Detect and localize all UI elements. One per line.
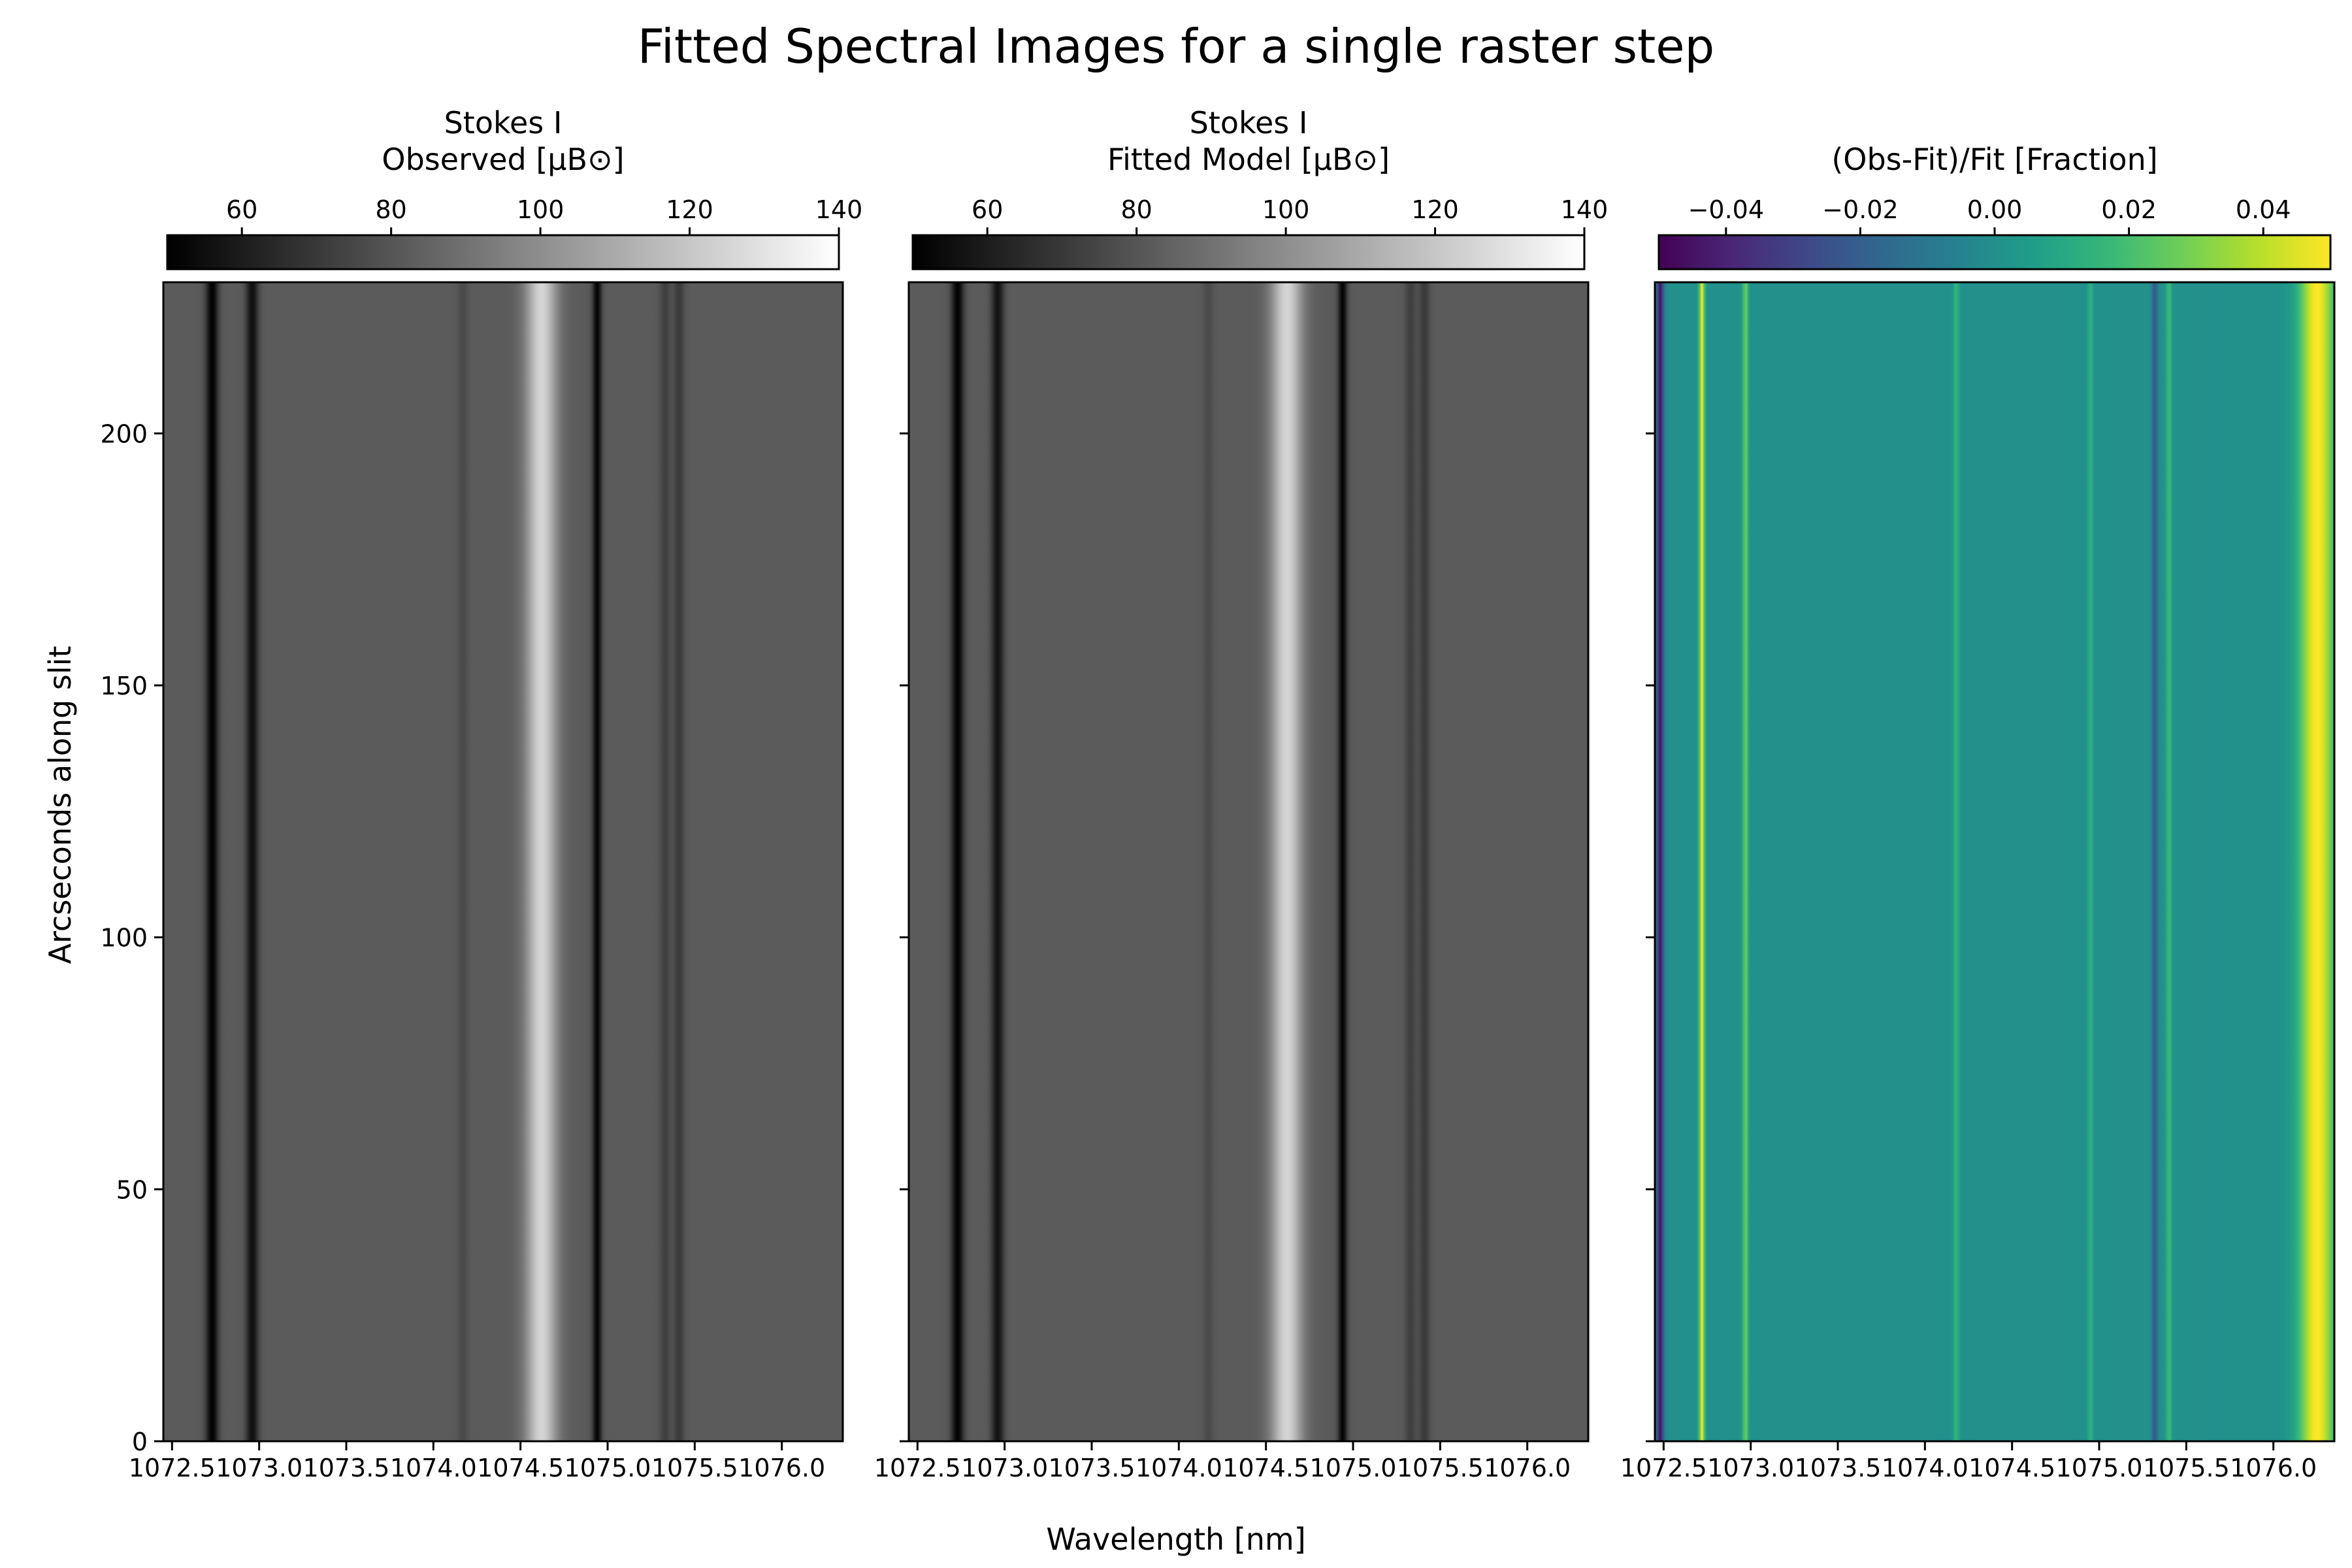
y-tick-label: 200 (100, 419, 148, 448)
axes-frame (907, 281, 1590, 1443)
heatmap-image (163, 282, 843, 1441)
x-tick-label: 1073.5 (303, 1454, 390, 1482)
panel-2: 1072.5 1073.0 1073.5 1074.0 1074.5 1075.0 1075… (874, 105, 1608, 1482)
colorbar-label: Stokes I (1190, 105, 1308, 140)
x-tick-label: 1073.0 (961, 1454, 1048, 1482)
x-tick-label: 1074.5 (1968, 1454, 2055, 1482)
heatmap-image (1655, 282, 2334, 1441)
panel-1: 1072.5 1073.0 1073.5 1074.0 1074.5 1075.0 1075… (100, 105, 862, 1482)
x-tick-label: 1075.0 (564, 1454, 651, 1482)
x-tick-label: 1072.5 (1620, 1454, 1707, 1482)
panel-3: 1072.5 1073.0 1073.5 1074.0 1074.5 1075.0 1075… (1620, 142, 2336, 1482)
colorbar-tick-label: 0.00 (1967, 195, 2023, 224)
colorbar (1658, 234, 2332, 270)
panels: 1072.5 1073.0 1073.5 1074.0 1074.5 1075.0 1075… (100, 105, 2336, 1482)
x-tick-label: 1072.5 (129, 1454, 216, 1482)
x-tick-label: 1075.5 (2143, 1454, 2230, 1482)
x-tick-label: 1074.0 (1882, 1454, 1968, 1482)
x-tick-label: 1076.0 (2230, 1454, 2317, 1482)
colorbar-tick-label: 0.02 (2101, 195, 2157, 224)
x-tick-label: 1075.5 (651, 1454, 738, 1482)
axes-frame (1654, 281, 2336, 1443)
heatmap-image (909, 282, 1588, 1441)
axes-frame (162, 281, 844, 1443)
figure-title: Fitted Spectral Images for a single rast… (638, 19, 1714, 74)
x-tick-label: 1074.0 (1135, 1454, 1222, 1482)
colorbar-tick-label: 140 (815, 195, 863, 224)
y-tick-label: 150 (100, 672, 148, 700)
colorbar-tick-label: 140 (1561, 195, 1609, 224)
colorbar-tick-label: 80 (1120, 195, 1152, 224)
colorbar-tick-label: 0.04 (2236, 195, 2291, 224)
x-tick-label: 1073.5 (1795, 1454, 1882, 1482)
x-tick-label: 1072.5 (874, 1454, 961, 1482)
colorbar-tick-label: 80 (375, 195, 406, 224)
colorbar-label: Stokes I (444, 105, 563, 140)
x-tick-label: 1073.5 (1049, 1454, 1135, 1482)
x-tick-label: 1074.5 (1222, 1454, 1309, 1482)
colorbar-tick-label: −0.04 (1688, 195, 1764, 224)
colorbar-tick-label: −0.02 (1822, 195, 1898, 224)
y-tick-label: 50 (116, 1175, 148, 1204)
x-tick-label: 1073.0 (216, 1454, 302, 1482)
x-tick-label: 1076.0 (1484, 1454, 1571, 1482)
x-tick-label: 1074.0 (390, 1454, 477, 1482)
y-axis-label: Arcseconds along slit (42, 646, 78, 964)
x-tick-label: 1073.0 (1707, 1454, 1794, 1482)
y-tick-label: 100 (100, 924, 148, 953)
colorbar (911, 234, 1586, 270)
colorbar-tick-label: 100 (1262, 195, 1310, 224)
colorbar-label: (Obs-Fit)/Fit [Fraction] (1831, 142, 2157, 177)
x-tick-label: 1075.0 (2056, 1454, 2143, 1482)
colorbar-tick-label: 60 (972, 195, 1003, 224)
x-tick-label: 1076.0 (738, 1454, 825, 1482)
colorbar-label: Observed [μB⊙] (382, 142, 624, 177)
y-tick-label: 0 (132, 1428, 148, 1456)
colorbar-tick-label: 120 (666, 195, 713, 224)
colorbar-tick-label: 120 (1411, 195, 1459, 224)
colorbar-tick-label: 60 (226, 195, 257, 224)
x-axis-label: Wavelength [nm] (1046, 1522, 1305, 1557)
colorbar-label: Fitted Model [μB⊙] (1107, 142, 1390, 177)
x-tick-label: 1075.0 (1310, 1454, 1397, 1482)
x-tick-label: 1075.5 (1397, 1454, 1484, 1482)
colorbar (166, 234, 840, 270)
x-tick-label: 1074.5 (477, 1454, 564, 1482)
colorbar-tick-label: 100 (517, 195, 564, 224)
